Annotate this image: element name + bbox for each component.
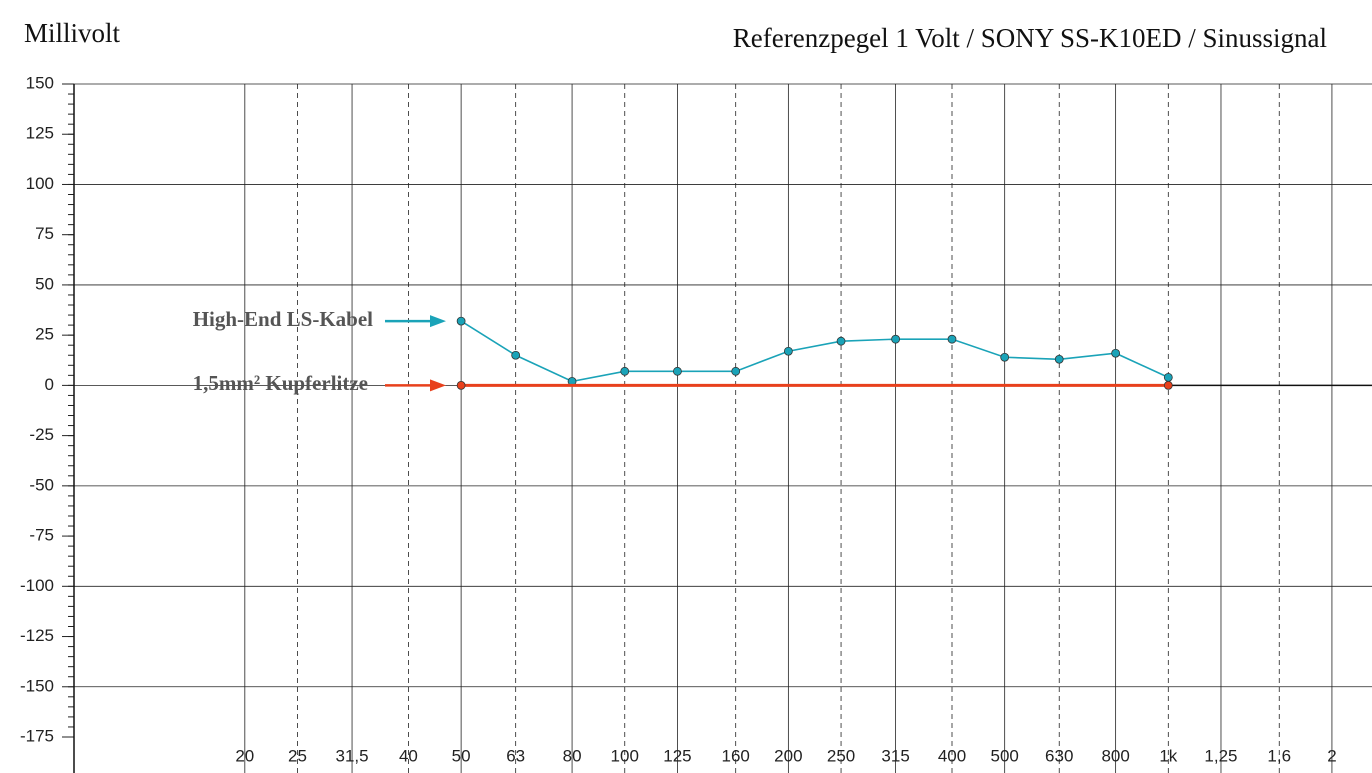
y-tick-label: -100 — [20, 576, 54, 595]
y-tick-label: 75 — [35, 224, 54, 243]
x-tick-label: 630 — [1045, 746, 1073, 765]
data-point — [731, 366, 741, 376]
x-tick-label: 2 — [1327, 746, 1336, 765]
x-tick-label: 63 — [506, 746, 525, 765]
data-point — [1163, 372, 1173, 382]
y-tick-label: -175 — [20, 726, 54, 745]
data-point — [836, 336, 846, 346]
data-point — [783, 346, 793, 356]
x-tick-label: 25 — [288, 746, 307, 765]
x-tick-label: 500 — [990, 746, 1018, 765]
x-tick-label: 80 — [563, 746, 582, 765]
x-tick-label: 250 — [827, 746, 855, 765]
x-tick-label: 20 — [235, 746, 254, 765]
y-tick-label: -150 — [20, 676, 54, 695]
x-tick-label: 160 — [722, 746, 750, 765]
x-tick-label: 400 — [938, 746, 966, 765]
data-point — [1163, 380, 1173, 390]
data-point — [1054, 354, 1064, 364]
y-tick-label: -75 — [29, 526, 54, 545]
x-tick-label: 1,25 — [1204, 746, 1237, 765]
y-tick-label: 150 — [26, 73, 54, 92]
y-tick-label: 125 — [26, 124, 54, 143]
y-tick-label: 0 — [45, 375, 54, 394]
x-tick-label: 31,5 — [336, 746, 369, 765]
data-point — [1111, 348, 1121, 358]
series-line — [460, 320, 1169, 383]
y-tick-label: -125 — [20, 626, 54, 645]
y-tick-label: -50 — [29, 475, 54, 494]
data-point — [456, 316, 466, 326]
legend-label: High-End LS-Kabel — [193, 307, 373, 331]
data-point — [891, 334, 901, 344]
data-point — [511, 350, 521, 360]
legend-label: 1,5mm² Kupferlitze — [193, 371, 368, 395]
chart-title: Referenzpegel 1 Volt / SONY SS-K10ED / S… — [733, 23, 1327, 53]
data-point — [456, 380, 466, 390]
y-tick-label: 50 — [35, 274, 54, 293]
y-tick-label: -25 — [29, 425, 54, 444]
legend-arrowhead — [430, 315, 446, 328]
x-tick-label: 1k — [1159, 746, 1177, 765]
data-point — [947, 334, 957, 344]
x-tick-label: 50 — [452, 746, 471, 765]
y-axis-label: Millivolt — [24, 18, 121, 48]
x-tick-label: 200 — [774, 746, 802, 765]
x-tick-label: 125 — [663, 746, 691, 765]
x-tick-label: 1,6 — [1267, 746, 1291, 765]
x-tick-label: 100 — [611, 746, 639, 765]
x-tick-label: 40 — [399, 746, 418, 765]
x-tick-label: 800 — [1101, 746, 1129, 765]
data-point — [673, 366, 682, 376]
legend-arrowhead — [430, 379, 446, 392]
data-point — [1000, 352, 1010, 362]
y-tick-label: 100 — [26, 174, 54, 193]
data-point — [620, 366, 630, 376]
x-tick-label: 315 — [881, 746, 909, 765]
y-tick-label: 25 — [35, 325, 54, 344]
